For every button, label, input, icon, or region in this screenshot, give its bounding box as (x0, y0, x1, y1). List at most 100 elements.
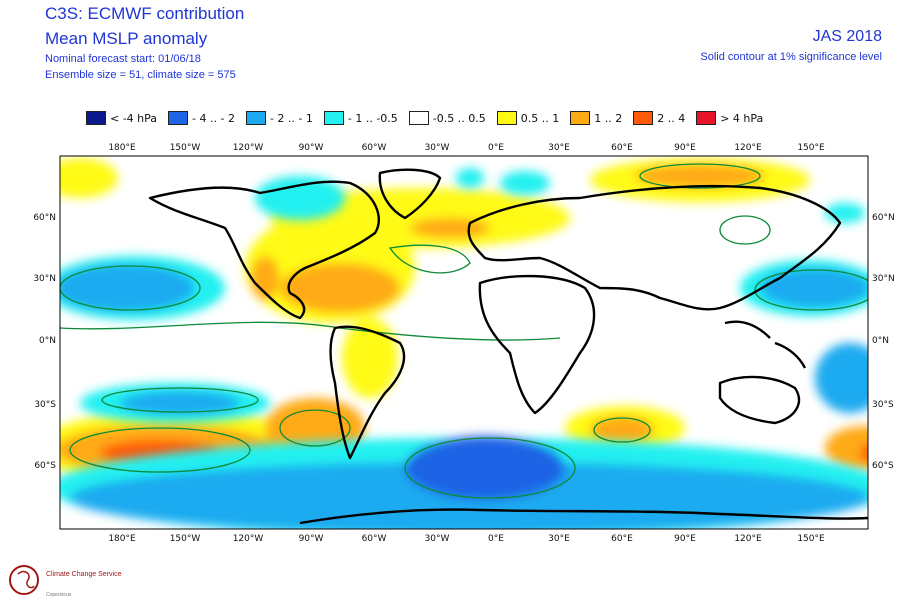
anomaly-region (120, 391, 240, 415)
period-label: JAS 2018 (812, 28, 882, 45)
landmass-greenland (378, 168, 442, 220)
longitude-label: 60°E (611, 534, 633, 544)
latitude-labels-right: 60°N 30°N 0°N 30°S 60°S (872, 213, 895, 471)
color-legend: < -4 hPa - 4 .. - 2 - 2 .. - 1 - 1 .. -0.5 -… (86, 108, 774, 128)
longitude-label: 0°E (488, 143, 504, 153)
significance-contour (639, 163, 761, 189)
legend-label: > 4 hPa (720, 111, 764, 125)
longitude-label: 120°W (233, 534, 264, 544)
anomaly-region (760, 268, 868, 308)
anomaly-field (60, 158, 868, 529)
longitude-label: 180°E (108, 143, 136, 153)
latitude-label: 60°N (872, 213, 895, 223)
latitude-labels-left: 60°N 30°N 0°N 30°S 60°S (33, 213, 56, 471)
legend-label: - 4 .. - 2 (192, 111, 235, 125)
anomaly-region (280, 263, 400, 313)
latitude-label: 60°S (872, 461, 894, 471)
map-subtitle: Mean MSLP anomaly (45, 29, 208, 48)
legend-swatch (570, 111, 591, 125)
anomaly-region (251, 256, 279, 300)
legend-item: - 1 .. -0.5 (323, 111, 398, 125)
longitude-label: 60°W (362, 143, 387, 153)
legend-item: -0.5 .. 0.5 (408, 111, 486, 125)
anomaly-region (60, 158, 118, 198)
longitude-label: 90°W (299, 534, 324, 544)
anomaly-region (342, 318, 398, 398)
longitude-label: 30°E (548, 534, 570, 544)
longitude-label: 180°E (108, 534, 136, 544)
significance-contour (404, 437, 576, 499)
longitude-label: 120°E (734, 534, 762, 544)
legend-label: < -4 hPa (110, 111, 158, 125)
anomaly-region (825, 426, 868, 470)
mslp-anomaly-map: 180°E 150°W 120°W 90°W 60°W 30°W 0°E 30°E 60°E 90… (33, 143, 895, 544)
copernicus-logo: Climate Change Service Copernicus (4, 556, 144, 604)
anomaly-region (590, 416, 654, 444)
significance-note: Solid contour at 1% significance level (700, 51, 882, 63)
longitude-label: 30°W (425, 143, 450, 153)
legend-label: - 2 .. - 1 (269, 111, 313, 125)
landmass-africa (478, 274, 596, 415)
legend-item: < -4 hPa (86, 111, 157, 125)
legend-label: 1 .. 2 (594, 111, 623, 125)
legend-item: - 4 .. - 2 (168, 111, 235, 125)
anomaly-region (255, 176, 345, 220)
legend-item: 2 .. 4 (633, 111, 685, 125)
latitude-label: 30°N (33, 274, 56, 284)
longitude-labels-bottom: 180°E 150°W 120°W 90°W 60°W 30°W 0°E 30°E 60°E 90… (108, 534, 825, 544)
latitude-label: 30°N (872, 274, 895, 284)
legend-label: -0.5 .. 0.5 (432, 111, 486, 125)
latitude-label: 60°S (34, 461, 56, 471)
legend-item: 0.5 .. 1 (496, 111, 560, 125)
landmass-south-america (329, 325, 406, 460)
latitude-label: 60°N (33, 213, 56, 223)
anomaly-region (500, 171, 550, 195)
forecast-start-text: Nominal forecast start: 01/06/18 (45, 53, 201, 65)
longitude-label: 60°W (362, 534, 387, 544)
logo-text: Climate Change Service (46, 571, 122, 578)
longitude-label: 150°W (170, 143, 201, 153)
longitude-label: 90°E (674, 143, 696, 153)
legend-item: - 2 .. - 1 (245, 111, 313, 125)
landmass-north-america (148, 180, 380, 320)
legend-swatch (696, 111, 717, 125)
latitude-label: 30°S (872, 400, 894, 410)
map-title: C3S: ECMWF contribution (45, 4, 245, 23)
map-frame (59, 155, 869, 530)
legend-label: 0.5 .. 1 (520, 111, 560, 125)
longitude-label: 120°E (734, 143, 762, 153)
legend-swatch (168, 111, 189, 125)
logo-emblem-icon (9, 565, 39, 595)
legend-label: - 1 .. -0.5 (347, 111, 398, 125)
legend-item: > 4 hPa (696, 111, 763, 125)
landmass-maritime-continent (724, 320, 807, 369)
latitude-label: 0°N (872, 336, 889, 346)
landmass-australia (718, 375, 801, 425)
longitude-label: 30°W (425, 534, 450, 544)
significance-contour (719, 215, 771, 245)
anomaly-region (60, 264, 195, 312)
longitude-label: 120°W (233, 143, 264, 153)
longitude-label: 150°E (797, 534, 825, 544)
anomaly-region (815, 343, 868, 413)
map-panel: 180°E 150°W 120°W 90°W 60°W 30°W 0°E 30°E 60°E 90… (0, 138, 902, 558)
longitude-label: 90°E (674, 534, 696, 544)
longitude-label: 150°W (170, 534, 201, 544)
significance-contour (69, 427, 251, 473)
legend-swatch (245, 111, 266, 125)
legend-swatch (633, 111, 654, 125)
longitude-label: 30°E (548, 143, 570, 153)
longitude-label: 90°W (299, 143, 324, 153)
legend-item: 1 .. 2 (570, 111, 622, 125)
landmass-eurasia (467, 184, 842, 311)
legend-label: 2 .. 4 (657, 111, 686, 125)
significance-contour (101, 387, 259, 413)
significance-contour (279, 409, 351, 447)
significance-contour (388, 244, 471, 274)
logo-org-text: Copernicus (46, 592, 72, 598)
longitude-labels-top: 180°E 150°W 120°W 90°W 60°W 30°W 0°E 30°E 60°E 90… (108, 143, 825, 153)
latitude-label: 0°N (39, 336, 56, 346)
ensemble-size-text: Ensemble size = 51, climate size = 575 (45, 69, 236, 81)
legend-swatch (86, 111, 106, 125)
anomaly-region (456, 168, 484, 188)
